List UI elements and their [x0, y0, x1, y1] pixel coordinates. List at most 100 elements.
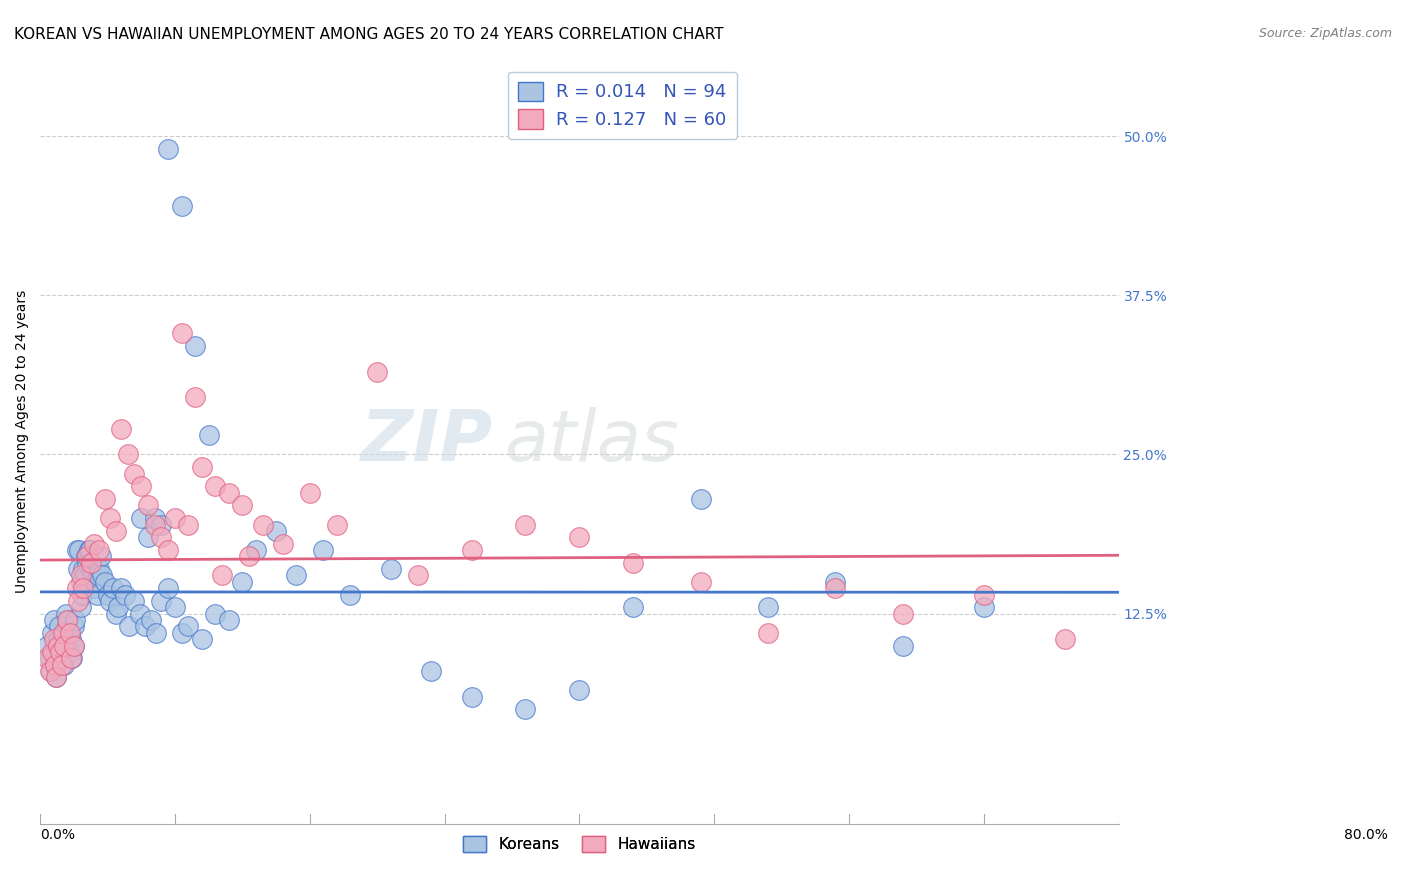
Point — [157, 581, 180, 595]
Point — [69, 600, 91, 615]
Point — [44, 657, 66, 672]
Point — [84, 574, 107, 589]
Point — [83, 581, 105, 595]
Point — [129, 511, 152, 525]
Point — [891, 607, 914, 621]
Point — [114, 588, 136, 602]
Point — [325, 517, 347, 532]
Point — [79, 543, 101, 558]
Point — [515, 517, 537, 532]
Point — [568, 683, 591, 698]
Point — [56, 619, 79, 633]
Point — [58, 613, 80, 627]
Point — [339, 588, 361, 602]
Point — [62, 639, 84, 653]
Point — [96, 588, 118, 602]
Point — [89, 543, 111, 558]
Point — [139, 613, 162, 627]
Point — [104, 607, 127, 621]
Point — [170, 625, 193, 640]
Point — [77, 543, 100, 558]
Point — [76, 556, 98, 570]
Point — [62, 619, 84, 633]
Point — [204, 607, 226, 621]
Text: KOREAN VS HAWAIIAN UNEMPLOYMENT AMONG AGES 20 TO 24 YEARS CORRELATION CHART: KOREAN VS HAWAIIAN UNEMPLOYMENT AMONG AG… — [14, 27, 724, 42]
Point — [621, 600, 644, 615]
Point — [124, 467, 146, 481]
Point — [90, 549, 112, 564]
Point — [51, 645, 73, 659]
Point — [80, 562, 103, 576]
Point — [184, 390, 207, 404]
Point — [143, 517, 166, 532]
Point — [82, 568, 104, 582]
Text: 80.0%: 80.0% — [1344, 828, 1388, 842]
Point — [41, 625, 63, 640]
Point — [86, 588, 108, 602]
Point — [143, 511, 166, 525]
Point — [177, 619, 200, 633]
Point — [218, 485, 240, 500]
Point — [756, 625, 779, 640]
Point — [197, 428, 219, 442]
Point — [70, 588, 93, 602]
Point — [380, 562, 402, 576]
Point — [45, 670, 67, 684]
Point — [460, 543, 482, 558]
Point — [56, 613, 79, 627]
Point — [59, 625, 82, 640]
Point — [238, 549, 260, 564]
Point — [60, 632, 83, 647]
Point — [420, 664, 443, 678]
Point — [134, 619, 156, 633]
Point — [973, 588, 995, 602]
Point — [42, 632, 65, 647]
Y-axis label: Unemployment Among Ages 20 to 24 years: Unemployment Among Ages 20 to 24 years — [15, 290, 30, 593]
Point — [38, 651, 60, 665]
Text: Source: ZipAtlas.com: Source: ZipAtlas.com — [1258, 27, 1392, 40]
Point — [72, 562, 94, 576]
Point — [515, 702, 537, 716]
Point — [204, 479, 226, 493]
Point — [35, 639, 58, 653]
Point — [39, 664, 62, 678]
Point — [170, 199, 193, 213]
Point — [756, 600, 779, 615]
Point — [218, 613, 240, 627]
Point — [150, 517, 173, 532]
Point — [45, 670, 67, 684]
Point — [94, 491, 117, 506]
Point — [689, 574, 711, 589]
Point — [824, 574, 846, 589]
Point — [117, 448, 139, 462]
Text: ZIP: ZIP — [361, 408, 494, 476]
Point — [41, 645, 63, 659]
Point — [621, 556, 644, 570]
Point — [891, 639, 914, 653]
Point — [56, 639, 79, 653]
Point — [65, 543, 87, 558]
Point — [72, 581, 94, 595]
Point — [136, 530, 159, 544]
Point — [51, 657, 73, 672]
Point — [264, 524, 287, 538]
Point — [366, 365, 388, 379]
Point — [110, 422, 132, 436]
Point — [824, 581, 846, 595]
Point — [98, 511, 121, 525]
Point — [60, 651, 83, 665]
Point — [35, 651, 58, 665]
Point — [145, 625, 167, 640]
Point — [59, 625, 82, 640]
Point — [170, 326, 193, 341]
Point — [89, 562, 111, 576]
Point — [53, 639, 76, 653]
Point — [298, 485, 321, 500]
Point — [252, 517, 274, 532]
Point — [73, 568, 96, 582]
Text: atlas: atlas — [503, 408, 679, 476]
Point — [973, 600, 995, 615]
Point — [91, 568, 114, 582]
Point — [46, 639, 69, 653]
Point — [107, 600, 129, 615]
